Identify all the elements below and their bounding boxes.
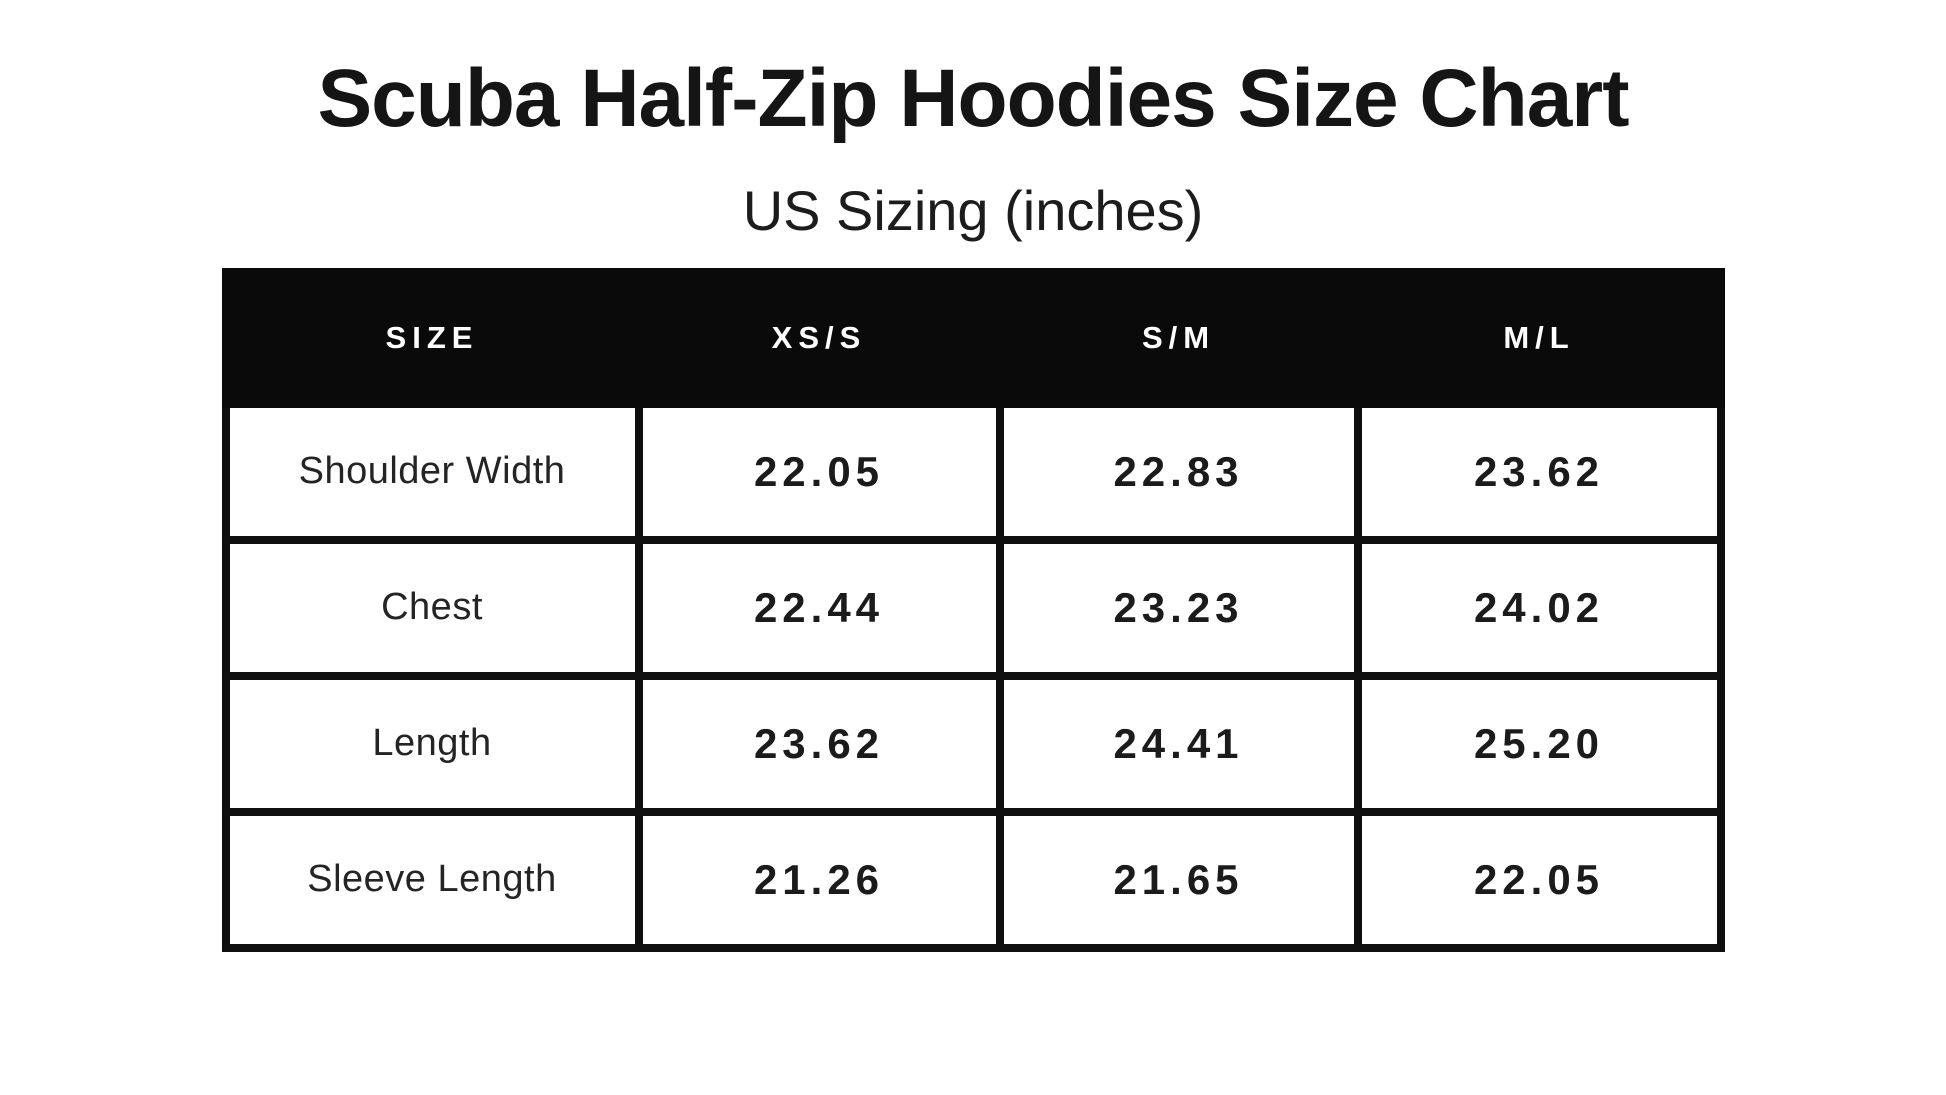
- row-label-shoulder-width: Shoulder Width: [221, 399, 643, 544]
- cell-length-m-l: 25.20: [1353, 671, 1725, 816]
- page-title: Scuba Half-Zip Hoodies Size Chart: [317, 53, 1629, 144]
- size-chart-table: SIZE XS/S S/M M/L Shoulder Width 22.05 2…: [221, 267, 1725, 952]
- cell-sleeve-length-m-l: 22.05: [1353, 807, 1725, 952]
- table-row-sleeve-length: Sleeve Length 21.26 21.65 22.05: [221, 807, 1725, 952]
- table-row-length: Length 23.62 24.41 25.20: [221, 671, 1725, 816]
- cell-sleeve-length-s-m: 21.65: [995, 807, 1362, 952]
- header-row: SIZE XS/S S/M M/L: [221, 267, 1725, 408]
- cell-length-s-m: 24.41: [995, 671, 1362, 816]
- row-label-sleeve-length: Sleeve Length: [221, 807, 643, 952]
- cell-shoulder-width-s-m: 22.83: [995, 399, 1362, 544]
- column-header-m-l: M/L: [1353, 267, 1725, 408]
- table-row-shoulder-width: Shoulder Width 22.05 22.83 23.62: [221, 399, 1725, 544]
- page-subtitle: US Sizing (inches): [742, 179, 1204, 243]
- column-header-size: SIZE: [221, 267, 643, 408]
- cell-chest-xs-s: 22.44: [634, 535, 1004, 680]
- cell-length-xs-s: 23.62: [634, 671, 1004, 816]
- table-row-chest: Chest 22.44 23.23 24.02: [221, 535, 1725, 680]
- column-header-s-m: S/M: [995, 267, 1362, 408]
- column-header-xs-s: XS/S: [634, 267, 1004, 408]
- row-label-chest: Chest: [221, 535, 643, 680]
- cell-sleeve-length-xs-s: 21.26: [634, 807, 1004, 952]
- cell-chest-m-l: 24.02: [1353, 535, 1725, 680]
- cell-chest-s-m: 23.23: [995, 535, 1362, 680]
- cell-shoulder-width-xs-s: 22.05: [634, 399, 1004, 544]
- cell-shoulder-width-m-l: 23.62: [1353, 399, 1725, 544]
- row-label-length: Length: [221, 671, 643, 816]
- table-header: SIZE XS/S S/M M/L: [221, 267, 1725, 408]
- table-body: Shoulder Width 22.05 22.83 23.62 Chest 2…: [221, 399, 1725, 952]
